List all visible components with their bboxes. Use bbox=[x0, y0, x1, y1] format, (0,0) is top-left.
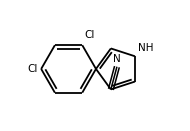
Text: Cl: Cl bbox=[27, 64, 37, 74]
Text: Cl: Cl bbox=[84, 30, 95, 40]
Text: NH: NH bbox=[138, 43, 153, 53]
Text: N: N bbox=[113, 54, 121, 64]
